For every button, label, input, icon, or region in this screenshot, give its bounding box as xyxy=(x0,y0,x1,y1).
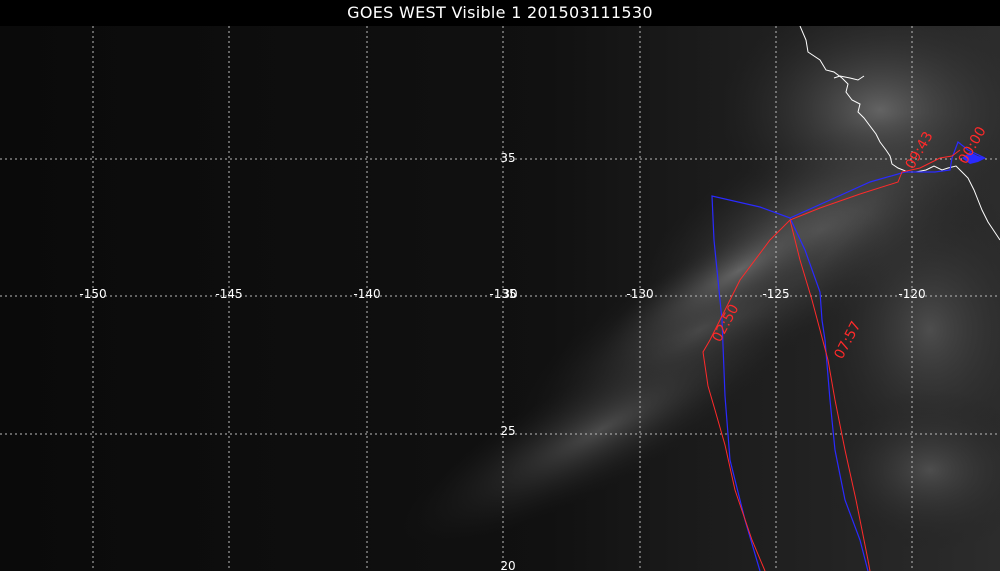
lat-label: 20 xyxy=(500,559,515,571)
flight-track-blue-end xyxy=(962,152,986,164)
lon-label: -130 xyxy=(626,287,653,301)
longitude-labels: -150 -145 -140 -135 -130 -125 -120 xyxy=(79,287,925,301)
coastline xyxy=(799,25,1000,241)
image-title: GOES WEST Visible 1 201503111530 xyxy=(0,0,1000,26)
flight-track-red[interactable] xyxy=(702,149,961,571)
lon-label: -135 xyxy=(489,287,516,301)
lon-label: -120 xyxy=(898,287,925,301)
lon-label: -145 xyxy=(215,287,242,301)
latitude-labels: 35 30 25 20 xyxy=(500,151,517,571)
lat-label: 35 xyxy=(500,151,515,165)
lon-label: -125 xyxy=(762,287,789,301)
lon-label: -150 xyxy=(79,287,106,301)
lat-label: 25 xyxy=(500,424,515,438)
lon-label: -140 xyxy=(353,287,380,301)
graticule xyxy=(0,26,1000,571)
cloud-cover xyxy=(404,0,1000,550)
lat-label: 30 xyxy=(502,287,517,301)
